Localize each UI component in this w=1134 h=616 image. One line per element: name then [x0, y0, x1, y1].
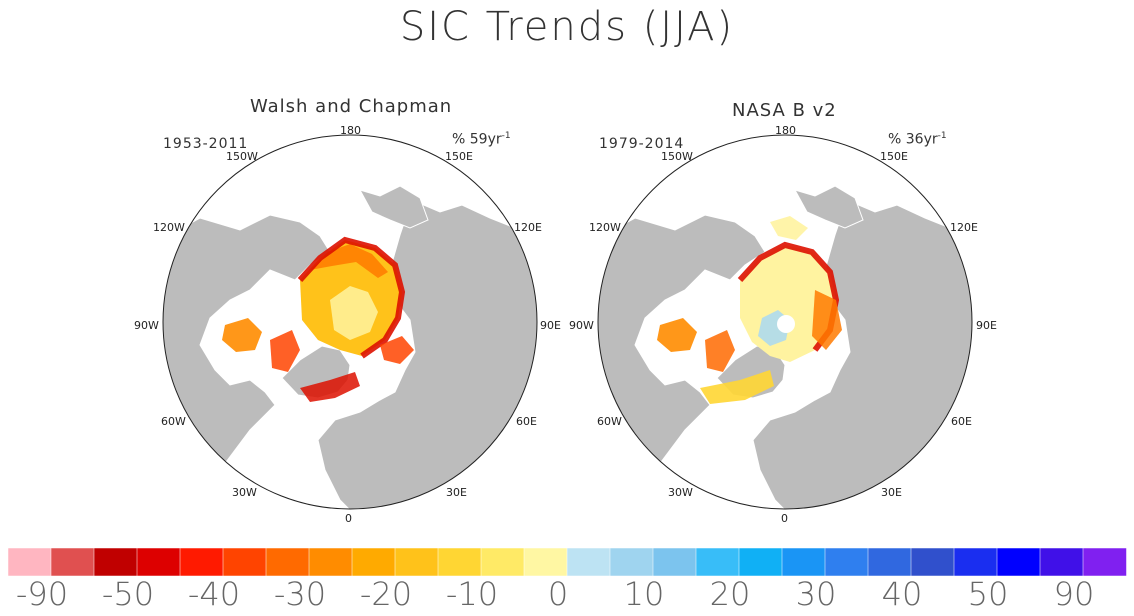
colorbar-label: 10: [623, 575, 665, 613]
colorbar-swatch: [695, 547, 740, 577]
colorbar-swatch: [136, 547, 181, 577]
map-panel-1: [162, 134, 538, 510]
colorbar-swatch: [566, 547, 611, 577]
p2-sic-east-greenland: [700, 370, 774, 404]
colorbar-label: -20: [359, 575, 413, 613]
p2-chukotka: [793, 185, 864, 229]
p1-sic-decline-slight: [330, 286, 378, 340]
colorbar-label: 50: [967, 575, 1009, 613]
panel-1-title: Walsh and Chapman: [250, 96, 453, 117]
p2-sic-baffin: [705, 330, 735, 372]
panel-1-units: % 59yr-1: [452, 131, 511, 148]
p1-lon-120w: 120W: [153, 221, 185, 234]
colorbar-swatch: [50, 547, 95, 577]
colorbar-swatch: [351, 547, 396, 577]
colorbar-swatch: [394, 547, 439, 577]
colorbar-label: 30: [795, 575, 837, 613]
colorbar-swatch: [437, 547, 482, 577]
p1-lon-60e: 60E: [516, 415, 537, 428]
colorbar-swatch: [609, 547, 654, 577]
colorbar-swatch: [953, 547, 998, 577]
colorbar-label: 0: [547, 575, 569, 613]
colorbar-label: 20: [709, 575, 751, 613]
p1-lon-30w: 30W: [232, 486, 257, 499]
p1-lon-60w: 60W: [161, 415, 186, 428]
colorbar-swatch: [652, 547, 697, 577]
map-panel-2: [597, 134, 973, 510]
p2-lon-60w: 60W: [597, 415, 622, 428]
colorbar-label: -10: [445, 575, 499, 613]
colorbar-swatch: [308, 547, 353, 577]
p1-lon-120e: 120E: [514, 221, 542, 234]
p1-sic-greenland-sea: [300, 372, 360, 402]
colorbar: [7, 547, 1127, 577]
p2-pole-hole: [777, 315, 795, 333]
colorbar-label: -90: [15, 575, 69, 613]
p2-lon-30w: 30W: [668, 486, 693, 499]
figure-title: SIC Trends (JJA): [399, 4, 735, 50]
p1-lon-30e: 30E: [446, 486, 467, 499]
colorbar-label: -50: [101, 575, 155, 613]
p2-sic-decline-moderate: [812, 290, 842, 350]
colorbar-label: -40: [187, 575, 241, 613]
p2-lon-90w: 90W: [569, 319, 594, 332]
colorbar-swatch: [7, 547, 52, 577]
colorbar-swatch: [910, 547, 955, 577]
colorbar-swatch: [824, 547, 869, 577]
p1-lon-0: 0: [345, 512, 352, 525]
p2-lon-60e: 60E: [951, 415, 972, 428]
p2-sic-chukchi: [770, 216, 808, 240]
colorbar-swatch: [93, 547, 138, 577]
p1-lon-150w: 150W: [226, 150, 258, 163]
p1-lon-90w: 90W: [134, 319, 159, 332]
p2-lon-150e: 150E: [880, 150, 908, 163]
colorbar-swatch: [781, 547, 826, 577]
p1-sic-decline-strong-rim: [297, 236, 406, 359]
p1-sic-barents: [380, 336, 414, 364]
p2-lon-90e: 90E: [976, 319, 997, 332]
colorbar-swatch: [867, 547, 912, 577]
colorbar-swatch: [222, 547, 267, 577]
colorbar-swatch: [1082, 547, 1127, 577]
colorbar-swatch: [480, 547, 525, 577]
p1-lon-90e: 90E: [540, 319, 561, 332]
panel-2-title: NASA B v2: [732, 100, 837, 121]
panel-2-units: % 36yr-1: [888, 131, 947, 148]
p1-lon-180: 180: [340, 124, 361, 137]
colorbar-swatch: [523, 547, 568, 577]
colorbar-swatch: [265, 547, 310, 577]
p1-sic-baffin: [270, 330, 300, 372]
p2-lon-30e: 30E: [881, 486, 902, 499]
colorbar-swatch: [738, 547, 783, 577]
p1-sic-hudson: [222, 318, 262, 352]
colorbar-swatch: [1039, 547, 1084, 577]
colorbar-swatch: [996, 547, 1041, 577]
colorbar-label: -30: [273, 575, 327, 613]
colorbar-label: 40: [881, 575, 923, 613]
p1-chukotka: [358, 185, 429, 229]
p2-lon-120e: 120E: [950, 221, 978, 234]
p2-lon-180: 180: [775, 124, 796, 137]
colorbar-label: 90: [1053, 575, 1095, 613]
p1-lon-150e: 150E: [445, 150, 473, 163]
colorbar-swatch: [179, 547, 224, 577]
p2-lon-150w: 150W: [661, 150, 693, 163]
p2-sic-hudson: [657, 318, 697, 352]
p2-lon-120w: 120W: [589, 221, 621, 234]
p1-map-border: [162, 134, 538, 510]
p2-lon-0: 0: [781, 512, 788, 525]
p2-map-border: [597, 134, 973, 510]
panel-1-period: 1953-2011: [163, 136, 249, 152]
panel-2-period: 1979-2014: [599, 136, 685, 152]
